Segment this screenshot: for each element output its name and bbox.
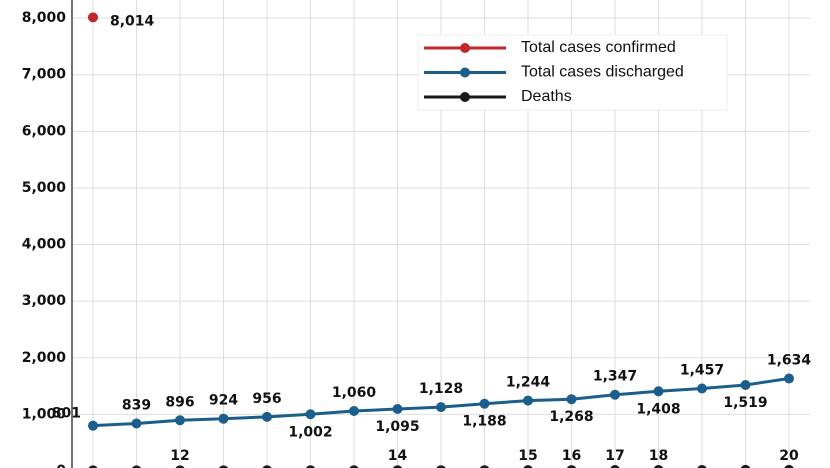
legend-label: Deaths bbox=[521, 88, 572, 105]
data-label: 14 bbox=[388, 448, 408, 464]
series-point bbox=[305, 409, 316, 420]
data-label: 16 bbox=[562, 448, 581, 464]
series-point bbox=[740, 464, 751, 468]
series-point bbox=[349, 405, 359, 416]
y-tick-label: 1,000 bbox=[22, 406, 67, 422]
data-label: 1,095 bbox=[375, 419, 419, 435]
series-point bbox=[436, 465, 446, 468]
data-label: 1,408 bbox=[636, 401, 680, 417]
data-label: 18 bbox=[649, 448, 668, 464]
y-tick-label: 3,000 bbox=[22, 293, 67, 309]
data-label: 1,060 bbox=[332, 385, 377, 401]
series-point bbox=[523, 465, 533, 468]
data-label: 1,347 bbox=[593, 369, 637, 385]
series-point bbox=[131, 418, 142, 429]
series-point bbox=[88, 420, 98, 431]
series-point bbox=[218, 413, 229, 424]
legend-marker bbox=[460, 43, 470, 53]
series-point bbox=[523, 395, 533, 406]
data-label: 20 bbox=[779, 448, 799, 464]
y-tick-label: 4,000 bbox=[22, 237, 67, 253]
series-point bbox=[219, 465, 228, 468]
legend-label: Total cases confirmed bbox=[521, 39, 676, 56]
series-point bbox=[697, 383, 707, 394]
series-point bbox=[349, 465, 359, 468]
data-label: 1,457 bbox=[680, 363, 724, 379]
data-label: 1,128 bbox=[419, 381, 463, 397]
data-label: 8,014 bbox=[110, 13, 155, 29]
series-point bbox=[610, 465, 620, 468]
series-point bbox=[479, 398, 490, 409]
series-point bbox=[653, 464, 664, 468]
series-point bbox=[393, 465, 402, 468]
series-point bbox=[175, 415, 185, 426]
y-tick-label: 8,000 bbox=[22, 10, 67, 26]
data-label: 956 bbox=[252, 391, 281, 407]
series-point bbox=[566, 465, 577, 468]
data-label: 1,188 bbox=[462, 414, 506, 430]
data-label: 1,002 bbox=[288, 424, 332, 440]
y-tick-label: 0 bbox=[56, 463, 66, 468]
series-point bbox=[262, 465, 272, 468]
data-label: 801 bbox=[52, 406, 81, 422]
series-point bbox=[392, 404, 403, 415]
legend-marker bbox=[460, 92, 470, 102]
legend-marker bbox=[460, 67, 470, 78]
series-point bbox=[784, 464, 794, 468]
legend: Total cases confirmed Total cases dischar… bbox=[417, 34, 728, 111]
series-point bbox=[175, 465, 185, 468]
series-point bbox=[740, 380, 751, 391]
series-point bbox=[88, 12, 98, 23]
y-tick-label: 5,000 bbox=[22, 180, 67, 196]
y-tick-label: 2,000 bbox=[22, 350, 67, 366]
y-tick-label: 6,000 bbox=[22, 123, 67, 139]
series-point bbox=[480, 465, 489, 468]
data-label: 17 bbox=[605, 448, 624, 464]
series-point bbox=[610, 389, 620, 400]
series-point bbox=[132, 465, 141, 468]
data-label: 1,244 bbox=[506, 375, 551, 391]
data-label: 1,268 bbox=[549, 409, 593, 425]
data-label: 1,519 bbox=[723, 395, 767, 411]
data-label: 924 bbox=[209, 393, 238, 409]
series-point bbox=[653, 386, 664, 397]
y-tick-label: 7,000 bbox=[22, 67, 67, 83]
data-label: 839 bbox=[122, 398, 151, 414]
series-point bbox=[88, 465, 98, 468]
series-point bbox=[306, 465, 315, 468]
data-label: 12 bbox=[170, 448, 189, 464]
series-point bbox=[262, 411, 272, 422]
data-label: 15 bbox=[518, 448, 537, 464]
series-point bbox=[784, 373, 794, 384]
series-point bbox=[436, 402, 446, 413]
legend-label: Total cases discharged bbox=[521, 64, 684, 81]
data-label: 1,634 bbox=[767, 352, 812, 368]
series-point bbox=[566, 394, 577, 405]
data-label: 896 bbox=[165, 394, 194, 410]
series-point bbox=[697, 464, 707, 468]
